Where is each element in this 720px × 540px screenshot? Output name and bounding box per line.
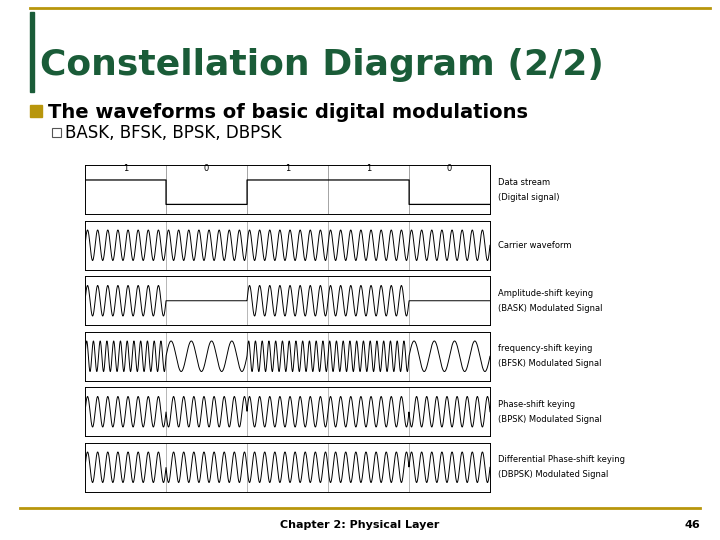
Text: BASK, BFSK, BPSK, DBPSK: BASK, BFSK, BPSK, DBPSK: [65, 124, 282, 142]
Text: (Digital signal): (Digital signal): [498, 193, 559, 202]
Text: Data stream: Data stream: [498, 178, 550, 187]
Bar: [30, 105, 42, 117]
Bar: [30, 12, 34, 92]
Text: Constellation Diagram (2/2): Constellation Diagram (2/2): [40, 48, 604, 82]
Text: 1: 1: [366, 165, 371, 173]
Text: The waveforms of basic digital modulations: The waveforms of basic digital modulatio…: [48, 103, 528, 122]
Text: 1: 1: [123, 165, 128, 173]
Text: (DBPSK) Modulated Signal: (DBPSK) Modulated Signal: [498, 470, 608, 480]
Text: Chapter 2: Physical Layer: Chapter 2: Physical Layer: [280, 520, 440, 530]
Text: 0: 0: [204, 165, 209, 173]
Text: Phase-shift keying: Phase-shift keying: [498, 400, 575, 409]
Text: 46: 46: [684, 520, 700, 530]
Text: frequency-shift keying: frequency-shift keying: [498, 345, 593, 353]
Text: Carrier waveform: Carrier waveform: [498, 241, 572, 249]
Text: 0: 0: [447, 165, 452, 173]
Bar: [52, 128, 61, 137]
Text: Amplitude-shift keying: Amplitude-shift keying: [498, 289, 593, 298]
Text: (BFSK) Modulated Signal: (BFSK) Modulated Signal: [498, 359, 601, 368]
Text: (BPSK) Modulated Signal: (BPSK) Modulated Signal: [498, 415, 602, 424]
Text: 1: 1: [285, 165, 290, 173]
Text: Differential Phase-shift keying: Differential Phase-shift keying: [498, 455, 625, 464]
Text: (BASK) Modulated Signal: (BASK) Modulated Signal: [498, 303, 603, 313]
